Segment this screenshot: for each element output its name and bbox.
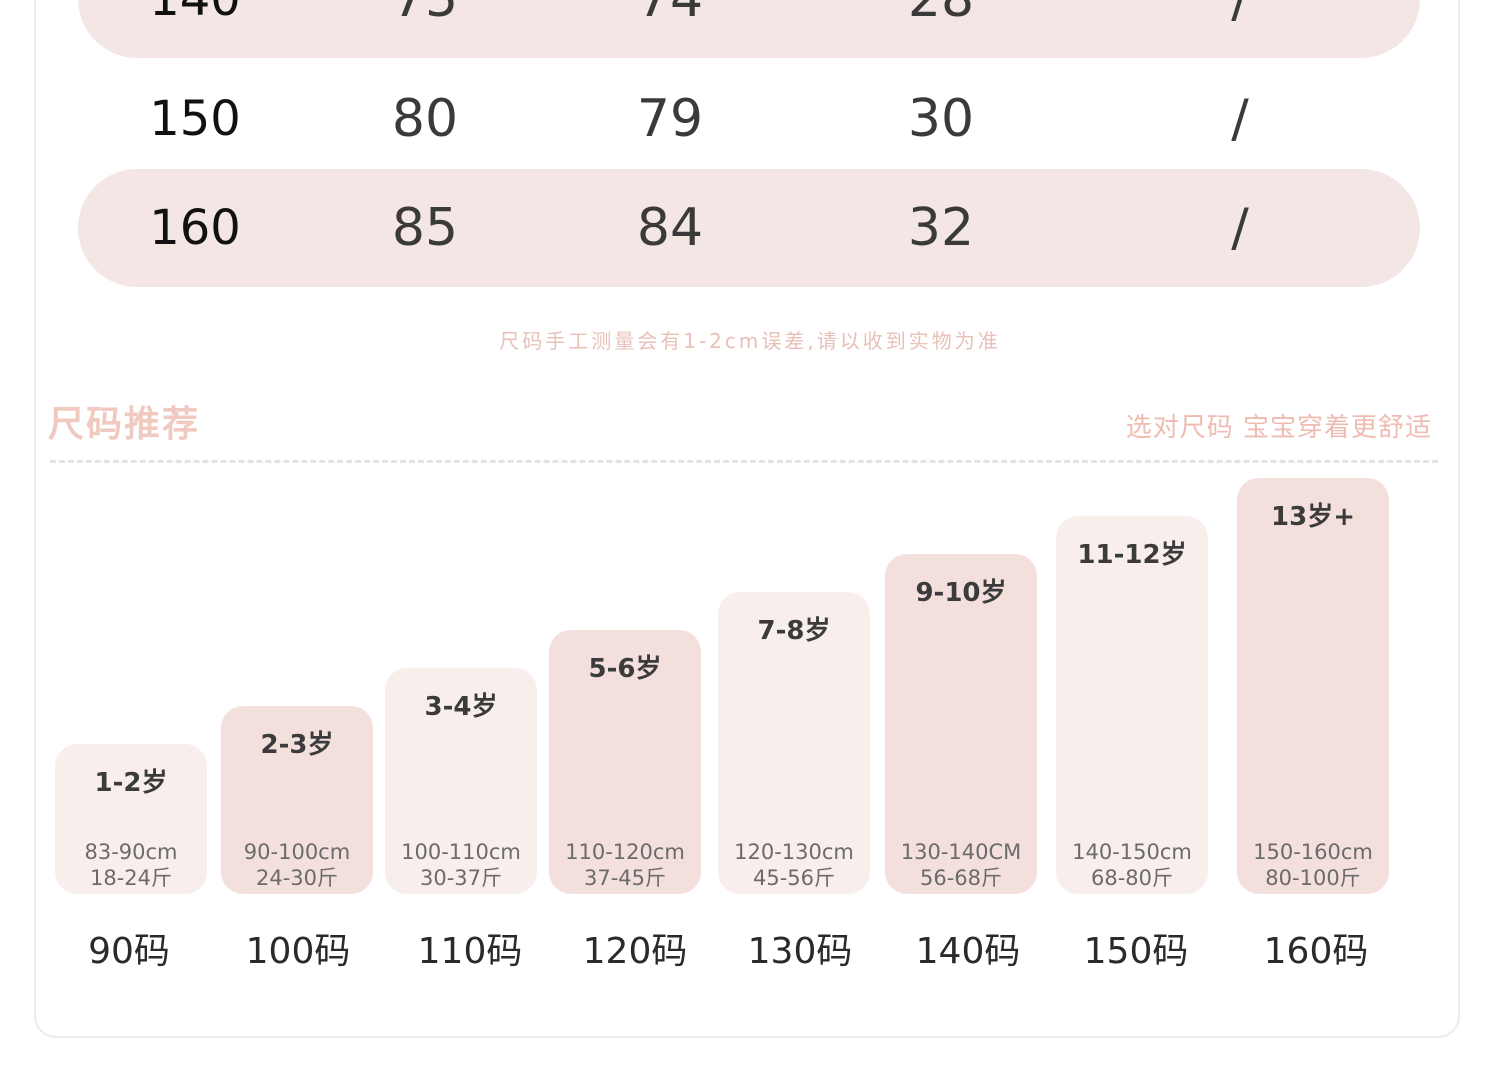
size-label: 130码 <box>747 931 853 972</box>
bar-age: 5-6岁 <box>588 654 662 684</box>
bar-height: 150-160cm <box>1253 840 1373 864</box>
table-cell: / <box>1231 89 1249 149</box>
table-cell: 84 <box>636 198 704 258</box>
bar-weight: 45-56斤 <box>752 866 836 890</box>
table-cell: 75 <box>392 0 458 29</box>
bar-age: 3-4岁 <box>424 692 498 722</box>
bar-age: 9-10岁 <box>915 578 1007 608</box>
table-cell: 160 <box>149 200 241 256</box>
measurement-note: 尺码手工测量会有1-2cm误差,请以收到实物为准 <box>499 329 1001 353</box>
table-row: 140 75 74 28 / <box>78 0 1420 58</box>
table-cell: 28 <box>908 0 974 29</box>
size-label: 160码 <box>1263 931 1369 972</box>
table-row: 150 80 79 30 / <box>78 60 1420 178</box>
size-bar: 5-6岁 110-120cm 37-45斤 <box>549 630 701 894</box>
size-label: 90码 <box>88 931 170 972</box>
table-cell: 150 <box>149 91 241 147</box>
bar-weight: 37-45斤 <box>583 866 667 890</box>
size-bar: 2-3岁 90-100cm 24-30斤 <box>221 706 373 894</box>
dashed-divider <box>50 460 1438 463</box>
size-bar: 7-8岁 120-130cm 45-56斤 <box>718 592 870 894</box>
bar-height: 140-150cm <box>1072 840 1192 864</box>
bar-height: 83-90cm <box>84 840 178 864</box>
bar-weight: 24-30斤 <box>255 866 339 890</box>
size-bar: 9-10岁 130-140CM 56-68斤 <box>885 554 1037 894</box>
size-bar: 13岁+ 150-160cm 80-100斤 <box>1237 478 1389 894</box>
table-cell: 30 <box>907 89 975 149</box>
bar-age: 11-12岁 <box>1077 540 1187 570</box>
table-cell: 74 <box>637 0 703 29</box>
table-cell: 79 <box>636 89 704 149</box>
bar-weight: 68-80斤 <box>1090 866 1174 890</box>
table-cell: / <box>1231 198 1249 258</box>
bar-weight: 80-100斤 <box>1265 866 1361 890</box>
bar-height: 90-100cm <box>243 840 351 864</box>
bar-height: 110-120cm <box>565 840 685 864</box>
bar-age: 2-3岁 <box>260 730 334 760</box>
size-label: 150码 <box>1083 931 1189 972</box>
table-cell: / <box>1231 0 1249 29</box>
section-subtitle: 选对尺码 宝宝穿着更舒适 <box>1125 413 1432 443</box>
size-bar: 11-12岁 140-150cm 68-80斤 <box>1056 516 1208 894</box>
size-label: 100码 <box>245 931 351 972</box>
bar-height: 100-110cm <box>401 840 521 864</box>
size-bar: 1-2岁 83-90cm 18-24斤 <box>55 744 207 894</box>
bar-weight: 56-68斤 <box>919 866 1003 890</box>
bar-weight: 30-37斤 <box>419 866 503 890</box>
bar-weight: 18-24斤 <box>89 866 173 890</box>
bar-age: 1-2岁 <box>94 768 168 798</box>
size-label: 110码 <box>417 931 523 972</box>
size-label: 120码 <box>582 931 688 972</box>
bar-height: 130-140CM <box>900 840 1022 864</box>
section-title: 尺码推荐 <box>48 404 201 445</box>
table-cell: 140 <box>149 0 241 27</box>
bar-height: 120-130cm <box>734 840 854 864</box>
size-label: 140码 <box>915 931 1021 972</box>
table-cell: 80 <box>391 89 459 149</box>
table-row: 160 85 84 32 / <box>78 169 1420 287</box>
bar-age: 7-8岁 <box>757 616 831 646</box>
bar-age: 13岁+ <box>1271 502 1355 532</box>
size-bar: 3-4岁 100-110cm 30-37斤 <box>385 668 537 894</box>
table-cell: 32 <box>907 198 975 258</box>
table-cell: 85 <box>391 198 459 258</box>
